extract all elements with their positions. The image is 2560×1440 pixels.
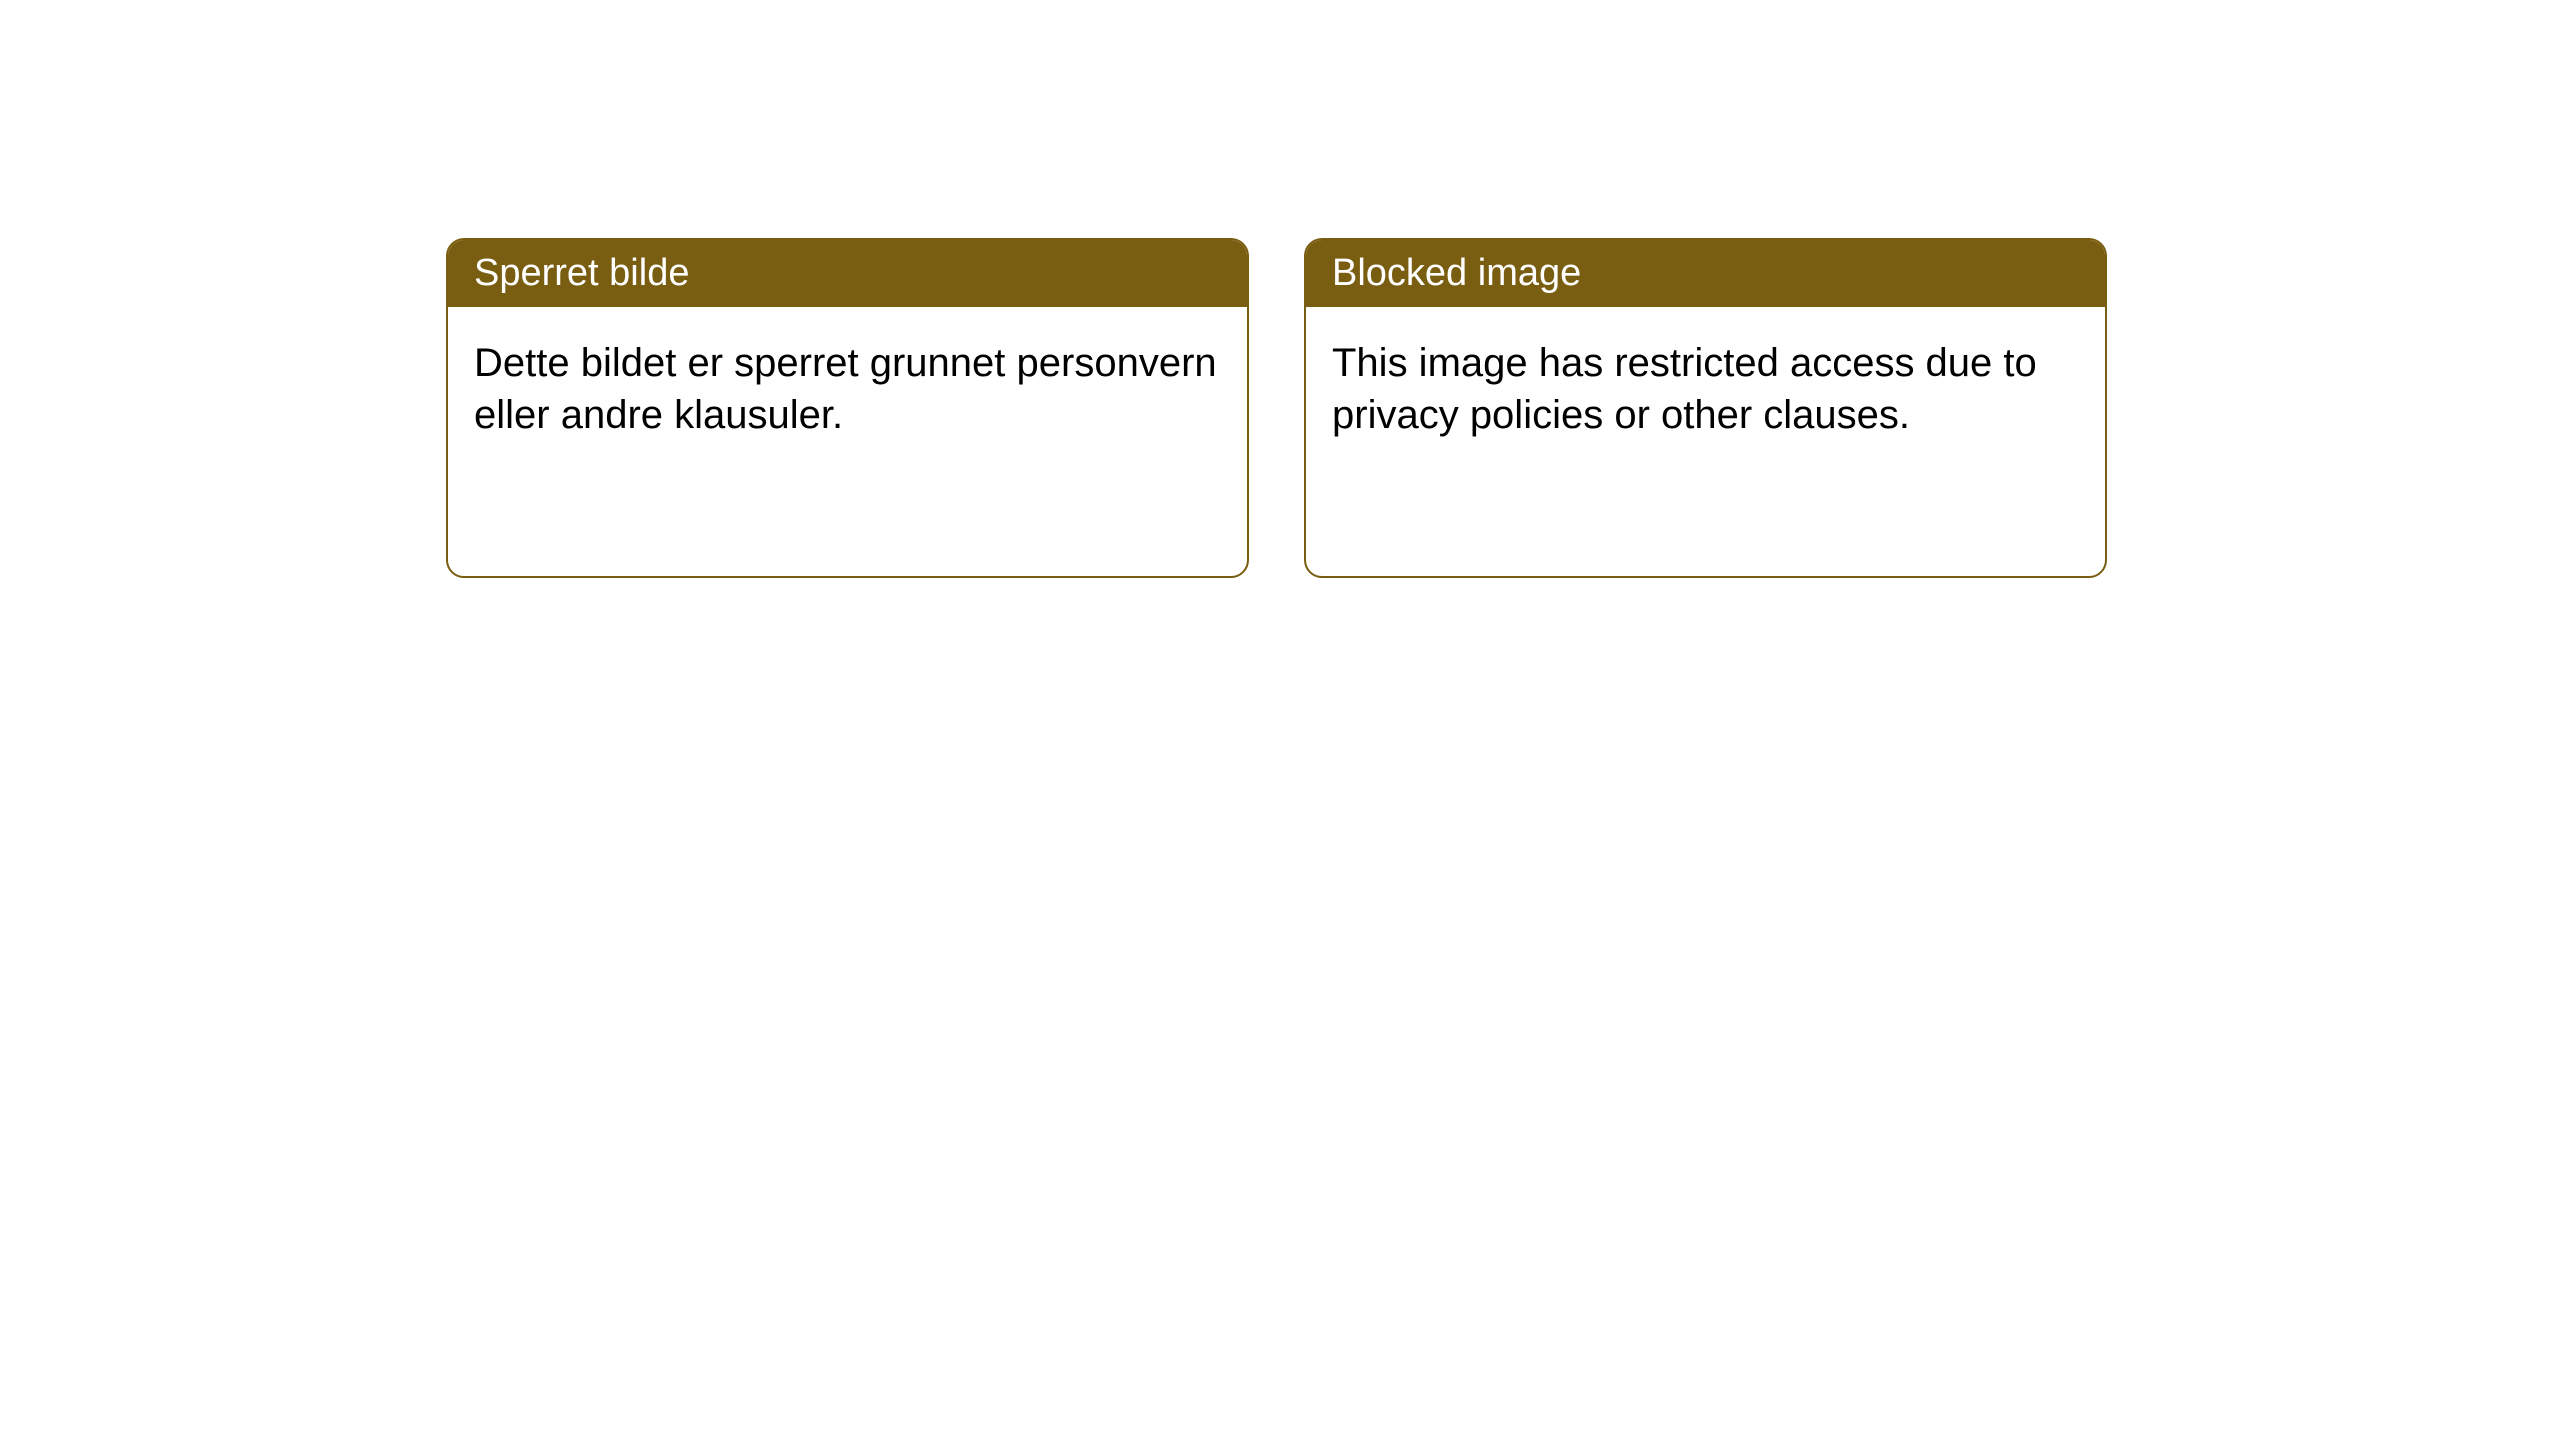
notice-card-english: Blocked image This image has restricted … xyxy=(1304,238,2107,578)
notice-header: Sperret bilde xyxy=(448,240,1247,307)
notice-card-norwegian: Sperret bilde Dette bildet er sperret gr… xyxy=(446,238,1249,578)
notice-body-text: Dette bildet er sperret grunnet personve… xyxy=(474,341,1217,437)
notice-body: This image has restricted access due to … xyxy=(1306,307,2105,471)
notice-header: Blocked image xyxy=(1306,240,2105,307)
notice-title: Sperret bilde xyxy=(474,252,689,294)
notice-body-text: This image has restricted access due to … xyxy=(1332,341,2037,437)
notice-container: Sperret bilde Dette bildet er sperret gr… xyxy=(0,0,2560,578)
notice-title: Blocked image xyxy=(1332,252,1581,294)
notice-body: Dette bildet er sperret grunnet personve… xyxy=(448,307,1247,471)
